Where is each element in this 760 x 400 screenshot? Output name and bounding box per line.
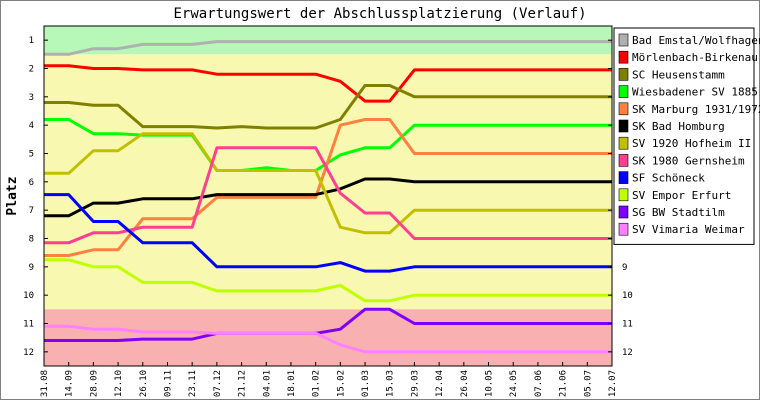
series-line-6: [44, 177, 612, 218]
legend-swatch: [618, 33, 629, 47]
y-tick-label-left: 2: [29, 65, 34, 75]
legend-swatch: [618, 68, 629, 81]
chart-title: Erwartungswert der Abschlussplatzierung …: [173, 6, 586, 22]
series-line-5: [44, 118, 612, 257]
series-line-12: [44, 324, 612, 354]
series-line-2: [44, 64, 612, 103]
legend-swatch: [618, 171, 629, 184]
y-tick-label-left: 6: [29, 178, 34, 188]
legend-label: Mörlenbach-Birkenau: [632, 51, 758, 64]
series-lines: [44, 40, 612, 354]
y-tick-label-left: 5: [29, 150, 34, 160]
series-line-8: [44, 146, 612, 245]
legend-label: Bad Emstal/Wolfhagen: [632, 34, 760, 47]
x-tick-label: 05.07: [583, 370, 593, 397]
x-tick-label: 21.12: [238, 370, 248, 397]
series-line-1: [44, 40, 612, 56]
y-tick-label-left: 10: [23, 291, 34, 301]
y-tick-label-left: 4: [29, 121, 34, 131]
x-tick-label: 12.04: [435, 370, 445, 397]
y-tick-label-left: 7: [29, 206, 34, 216]
x-tick-label: 12.07: [608, 370, 618, 397]
x-tick-label: 28.09: [89, 370, 99, 397]
legend-swatch: [618, 188, 629, 202]
y-tick-label-right: 10: [622, 291, 633, 301]
legend-label: SK 1980 Gernsheim: [632, 154, 745, 167]
x-tick-label: 07.12: [213, 370, 223, 397]
x-tick-label: 26.10: [139, 370, 149, 397]
x-tick-label: 01.02: [312, 370, 322, 397]
x-tick-label: 21.06: [559, 370, 569, 397]
y-tick-label-left: 12: [23, 348, 34, 358]
legend-swatch: [618, 119, 629, 133]
legend-swatch: [618, 102, 629, 116]
x-tick-label: 09.11: [163, 370, 173, 397]
x-tick-label: 15.02: [336, 370, 346, 397]
x-tick-label: 29.03: [410, 370, 420, 397]
x-tick-label: 24.05: [509, 370, 519, 397]
legend-label: SV Empor Erfurt: [632, 189, 731, 202]
x-tick-label: 14.09: [65, 370, 75, 397]
x-tick-label: 10.05: [485, 370, 495, 397]
legend-label: SV Vimaria Weimar: [632, 223, 745, 236]
series-line-3: [44, 84, 612, 130]
y-tick-label-left: 8: [29, 235, 34, 245]
x-tick-label: 15.03: [386, 370, 396, 397]
x-tick-label: 18.01: [287, 370, 297, 397]
x-tick-label: 01.03: [361, 370, 371, 397]
legend-swatch: [618, 222, 629, 236]
x-tick-label: 31.08: [40, 370, 50, 397]
legend-label: SV 1920 Hofheim II: [632, 137, 751, 150]
y-tick-label-right: 9: [622, 263, 627, 273]
series-line-11: [44, 307, 612, 342]
legend-swatch: [618, 50, 629, 64]
y-axis-label: Platz: [5, 176, 20, 215]
y-tick-label-right: 12: [622, 348, 633, 358]
y-tick-label-left: 11: [23, 320, 34, 330]
legend-label: SG BW Stadtilm: [632, 206, 725, 219]
x-tick-label: 23.11: [188, 370, 198, 397]
legend-label: Wiesbadener SV 1885: [632, 86, 758, 99]
y-tick-label-left: 3: [29, 93, 34, 103]
legend: Bad Emstal/Wolfhagen Mörlenbach-Birkenau S…: [613, 27, 760, 245]
legend-label: SK Marburg 1931/1972: [632, 103, 760, 116]
legend-swatch: [618, 154, 629, 167]
legend-label: SC Heusenstamm: [632, 68, 725, 81]
y-tick-label-left: 9: [29, 263, 34, 273]
legend-swatch: [618, 205, 629, 219]
y-tick-label-left: 1: [29, 36, 34, 46]
x-axis: 31.08 14.09 28.09 12.10 26.10 09.11 23.11 07.12…: [40, 362, 618, 397]
y-tick-label-right: 11: [622, 320, 633, 330]
legend-swatch: [618, 85, 629, 98]
x-tick-label: 26.04: [460, 370, 470, 397]
x-tick-label: 04.01: [262, 370, 272, 397]
legend-box: [613, 27, 755, 245]
legend-label: SK Bad Homburg: [632, 120, 725, 133]
series-line-9: [44, 193, 612, 273]
x-tick-label: 12.10: [114, 370, 124, 397]
legend-label: SF Schöneck: [632, 172, 705, 185]
plot-border: [43, 25, 613, 367]
series-line-7: [44, 132, 612, 235]
series-line-10: [44, 258, 612, 303]
legend-swatch: [618, 136, 629, 150]
x-tick-label: 07.06: [534, 370, 544, 397]
